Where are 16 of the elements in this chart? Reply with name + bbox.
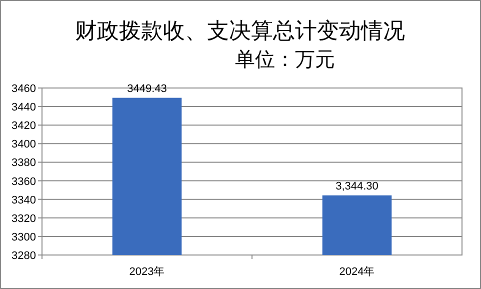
data-label: 3,344.30 (336, 180, 378, 192)
x-tick-label: 2024年 (339, 266, 375, 278)
chart-title: 财政拨款收、支决算总计变动情况 (75, 18, 405, 43)
y-tick-label: 3460 (12, 83, 36, 95)
y-tick-label: 3440 (12, 102, 36, 114)
y-tick-label: 3320 (12, 212, 36, 225)
y-tick-label: 3340 (12, 194, 36, 206)
y-tick-label: 3400 (12, 138, 36, 151)
y-tick-label: 3280 (12, 250, 36, 262)
y-tick-label: 3380 (12, 157, 36, 170)
y-tick-label: 3360 (12, 176, 36, 188)
y-tick-label: 3300 (12, 231, 36, 244)
y-tick-label: 3420 (12, 120, 36, 132)
chart-subtitle: 单位：万元 (235, 49, 335, 71)
data-label: 3449.43 (127, 82, 167, 95)
x-tick-label: 2023年 (129, 266, 165, 278)
